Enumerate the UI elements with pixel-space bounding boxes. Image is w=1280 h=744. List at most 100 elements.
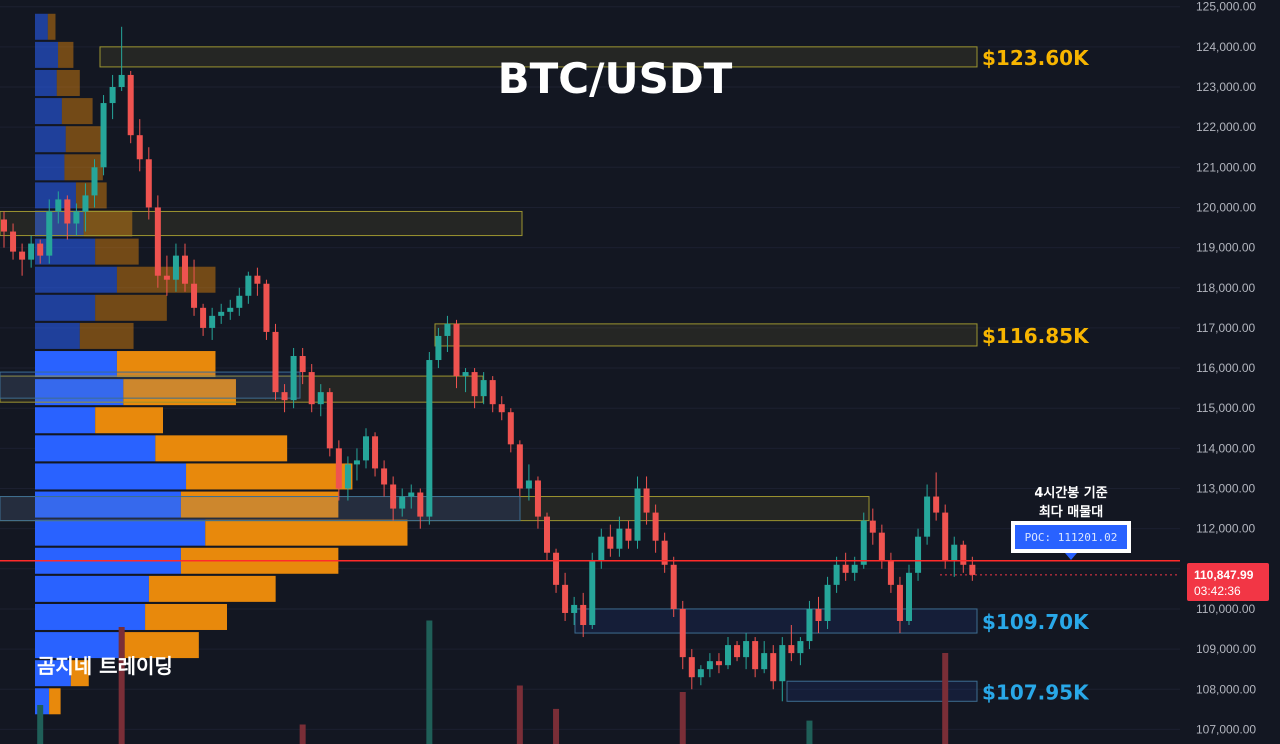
candle-body — [507, 412, 514, 445]
y-tick-label: 125,000.00 — [1196, 0, 1256, 14]
price-zone — [99, 46, 978, 68]
candle-body — [851, 564, 858, 573]
y-tick-label: 113,000.00 — [1196, 482, 1255, 496]
y-tick-label: 116,000.00 — [1196, 361, 1255, 375]
y-tick-label: 119,000.00 — [1196, 241, 1255, 255]
vp-sell-bar — [70, 660, 89, 687]
volume-bar — [553, 708, 560, 744]
price-axis[interactable]: 107,000.00 108,000.00 109,000.00 110,000.00… — [1196, 0, 1256, 736]
candle-body — [815, 608, 822, 621]
zone-price-label: $109.70K — [982, 610, 1090, 634]
zone-labels: $123.60K $116.85K $109.70K $107.95K — [982, 46, 1090, 704]
candle-body — [100, 103, 107, 168]
y-tick-label: 107,000.00 — [1196, 722, 1256, 736]
vp-sell-bar — [116, 351, 216, 378]
vp-buy-bar — [35, 660, 71, 687]
vp-sell-bar — [95, 294, 167, 321]
candle-body — [353, 460, 360, 465]
vp-buy-bar — [35, 322, 80, 349]
candle-body — [951, 544, 958, 561]
watermark: 곰지네 트레이딩 — [37, 654, 173, 678]
candle-body — [19, 251, 26, 260]
candle-body — [915, 536, 922, 573]
y-tick-label: 117,000.00 — [1196, 321, 1255, 335]
candle-body — [163, 275, 170, 280]
candle-body — [960, 544, 967, 565]
vp-sell-bar — [124, 632, 199, 659]
candle-body — [553, 552, 560, 585]
poc-callout-pointer — [1065, 553, 1077, 560]
vp-sell-bar — [148, 575, 276, 602]
y-tick-label: 115,000.00 — [1196, 401, 1255, 415]
vp-buy-bar — [35, 69, 57, 96]
vp-buy-bar — [35, 294, 96, 321]
vp-sell-bar — [123, 379, 236, 406]
annotation-line-1: 4시간봉 기준 — [1034, 485, 1107, 501]
candle-body — [399, 496, 406, 509]
current-price-box — [1187, 563, 1269, 601]
candle-body — [172, 255, 179, 280]
candle-body — [272, 331, 279, 393]
vp-buy-bar — [35, 463, 187, 490]
vp-buy-bar — [35, 351, 117, 378]
current-price-tag[interactable]: 110,847.99 03:42:36 — [1187, 563, 1269, 601]
candle-body — [390, 484, 397, 509]
y-tick-label: 118,000.00 — [1196, 281, 1255, 295]
y-tick-label: 112,000.00 — [1196, 522, 1255, 536]
candle-body — [697, 669, 704, 678]
candle-body — [236, 295, 243, 308]
vp-buy-bar — [35, 41, 59, 68]
vp-sell-bar — [95, 238, 139, 265]
candle-body — [824, 584, 831, 621]
candle-body — [725, 645, 731, 666]
candle-body — [544, 516, 550, 553]
candlesticks — [1, 26, 976, 702]
candle-body — [670, 564, 677, 609]
poc-callout: POC: 111201.02 — [1011, 521, 1131, 560]
candle-body — [480, 380, 487, 397]
vp-buy-bar — [35, 407, 96, 434]
candle-body — [896, 584, 903, 621]
candle-body — [82, 195, 89, 212]
current-price: 110,847.99 — [1194, 568, 1254, 582]
vp-buy-bar — [35, 603, 146, 630]
candle-body — [643, 488, 650, 513]
vp-buy-bar — [35, 238, 96, 265]
candle-body — [91, 167, 98, 196]
vp-sell-bar — [56, 69, 80, 96]
candle-body — [607, 536, 614, 549]
price-zone — [0, 210, 523, 237]
candle-body — [10, 231, 17, 252]
candle-body — [191, 283, 198, 308]
volume-bar — [299, 724, 306, 744]
zone-price-label: $123.60K — [982, 46, 1090, 70]
candle-body — [200, 307, 207, 328]
y-tick-label: 122,000.00 — [1196, 120, 1256, 134]
chart-title: BTC/USDT — [498, 54, 733, 103]
candle-body — [408, 492, 415, 497]
vp-sell-bar — [155, 435, 288, 462]
vp-sell-bar — [65, 126, 102, 153]
y-tick-label: 110,000.00 — [1196, 602, 1255, 616]
candle-body — [860, 520, 867, 565]
vp-buy-bar — [35, 519, 206, 546]
candle-body — [372, 436, 379, 469]
vp-buy-bar — [35, 632, 125, 659]
vp-buy-bar — [35, 98, 62, 125]
annotation-line-2: 최다 매물대 — [1039, 504, 1103, 520]
vp-buy-bar — [35, 13, 48, 40]
candle-countdown: 03:42:36 — [1194, 584, 1241, 598]
candle-body — [924, 496, 931, 537]
candle-body — [308, 372, 315, 405]
candle-body — [534, 480, 541, 517]
candle-body — [652, 512, 659, 541]
candle-body — [516, 444, 523, 489]
vp-buy-bar — [35, 266, 117, 293]
candle-body — [752, 641, 759, 670]
vp-sell-bar — [95, 407, 163, 434]
candle-body — [136, 135, 143, 160]
candle-body — [562, 584, 569, 613]
candle-body — [498, 404, 505, 413]
y-tick-label: 120,000.00 — [1196, 200, 1256, 214]
